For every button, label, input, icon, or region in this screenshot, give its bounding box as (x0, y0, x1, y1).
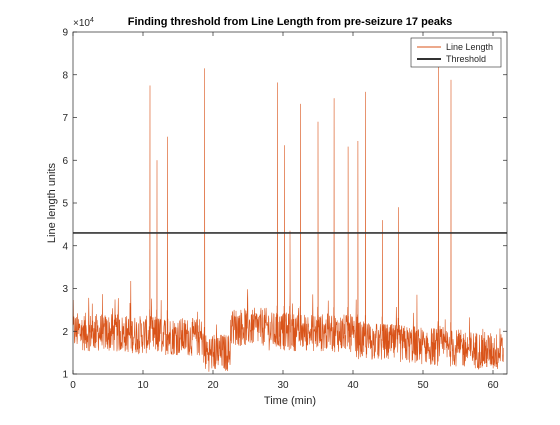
x-tick-label: 10 (137, 380, 149, 391)
y-tick-label: 2 (62, 327, 68, 338)
y-tick-label: 8 (62, 70, 68, 81)
y-tick-label: 9 (62, 28, 68, 39)
y-exponent-power: 4 (90, 17, 94, 24)
x-tick-label: 60 (487, 380, 499, 391)
y-tick-label: 6 (62, 156, 68, 167)
y-tick-label: 1 (62, 370, 68, 381)
legend-threshold-label: Threshold (446, 54, 486, 64)
y-tick-label: 4 (62, 241, 68, 252)
y-exponent-label: ×104 (73, 17, 94, 29)
x-tick-label: 20 (207, 380, 219, 391)
x-tick-label: 30 (277, 380, 289, 391)
legend: Line Length Threshold (411, 38, 501, 67)
chart-title: Finding threshold from Line Length from … (128, 16, 453, 28)
y-exponent-base: ×10 (73, 18, 90, 29)
y-tick-label: 5 (62, 199, 68, 210)
y-axis-label: Line length units (46, 162, 58, 243)
x-tick-label: 0 (70, 380, 76, 391)
y-tick-label: 3 (62, 284, 68, 295)
x-tick-label: 50 (417, 380, 429, 391)
legend-line-length-label: Line Length (446, 42, 493, 52)
y-tick-label: 7 (62, 113, 68, 124)
x-tick-label: 40 (347, 380, 359, 391)
x-axis-label: Time (min) (264, 395, 316, 407)
